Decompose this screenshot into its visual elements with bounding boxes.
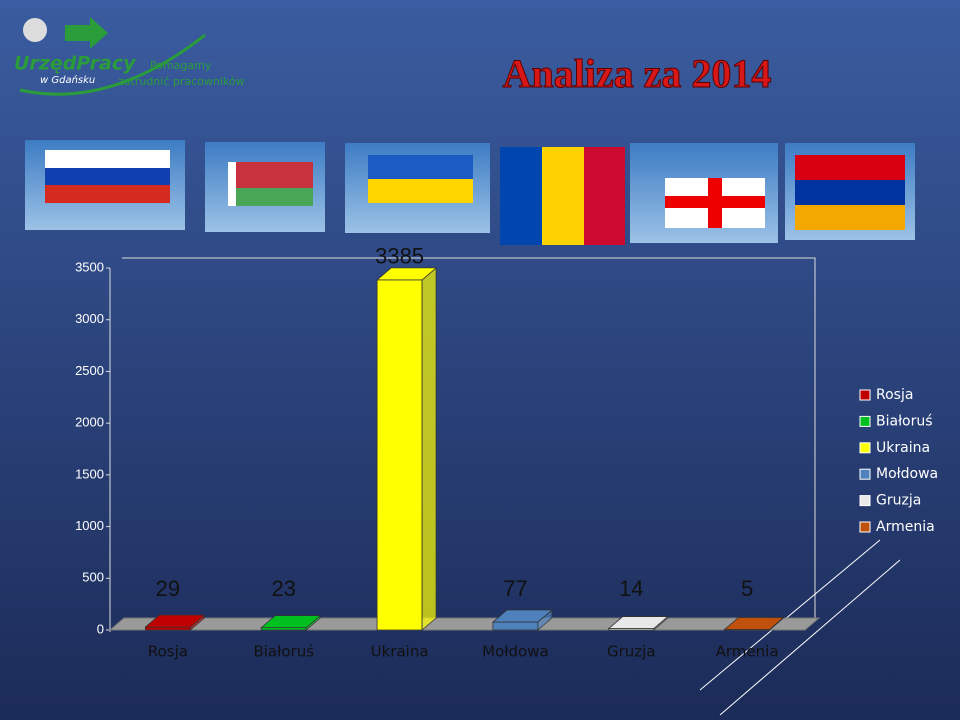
bar-face [145,626,191,631]
legend-label: Białoruś [876,413,933,429]
bar-face [376,267,438,281]
legend-label: Ukraina [876,440,930,456]
bar-face [607,616,669,629]
logo: UrzędPracy w Gdańsku Pomagamy zatrudnić … [14,17,245,96]
chart-title: Analiza za 2014 [503,51,772,96]
y-tick-label: 1500 [75,466,104,481]
y-tick-label: 1000 [75,518,104,533]
x-tick-label: Gruzja [607,643,656,661]
x-tick-label: Mołdowa [482,643,549,661]
legend-swatch [859,442,871,454]
data-label: 3385 [375,244,424,269]
bar-face [376,279,423,631]
legend-label: Armenia [876,519,935,535]
plot: 0 500 1000 1500 2000 2500 3000 3500 Rosja 29 Biało… [75,244,938,661]
bar-face [260,615,322,629]
legend-label: Mołdowa [876,466,938,482]
data-label: 23 [272,576,296,601]
data-label: 29 [156,576,180,601]
flags [25,140,915,245]
bar [144,614,206,631]
data-label: 77 [503,576,527,601]
y-tick-label: 3000 [75,311,104,326]
y-tick-label: 500 [82,570,104,585]
logo-slogan: Pomagamy [150,59,212,72]
legend-swatch [859,389,871,401]
bar [260,614,322,631]
legend-swatch [859,415,871,427]
bar [376,267,438,631]
x-tick-label: Rosja [148,643,188,661]
floor [108,617,821,631]
legend-swatch [859,468,871,480]
bar-face [723,617,785,630]
bar [723,616,785,631]
bar [607,615,669,631]
y-tick-label: 3500 [75,259,104,274]
y-tick-label: 2500 [75,363,104,378]
legend-swatch [859,521,871,533]
x-tick-label: Ukraina [371,643,429,661]
data-label: 5 [741,576,753,601]
plot-frame [109,257,901,716]
legend-label: Gruzja [876,493,921,509]
legend-swatch [859,495,871,507]
data-label: 14 [619,576,643,601]
bar-face [421,267,437,631]
bar-face [492,621,539,631]
y-tick-label: 0 [97,621,104,636]
legend-label: Rosja [876,387,913,403]
bar-face [491,609,553,623]
logo-slogan: zatrudnić pracowników [118,75,245,88]
logo-name: UrzędPracy [14,53,137,75]
bar-face [144,614,206,628]
y-tick-label: 2000 [75,415,104,430]
logo-city: w Gdańsku [40,74,95,86]
x-tick-label: Armenia [716,643,779,661]
x-tick-label: Białoruś [253,643,314,661]
bar [491,609,553,631]
